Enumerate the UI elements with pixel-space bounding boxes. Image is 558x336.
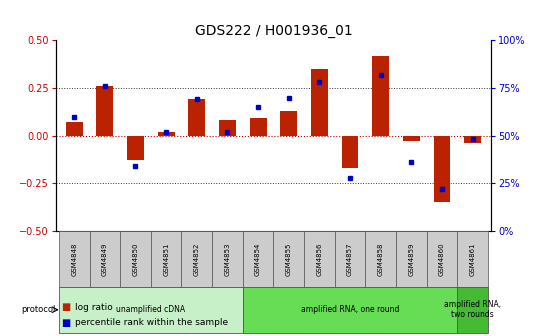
Text: GSM4855: GSM4855 xyxy=(286,242,292,276)
Bar xyxy=(335,231,365,287)
Bar xyxy=(120,231,151,287)
Text: amplified RNA, one round: amplified RNA, one round xyxy=(301,305,399,314)
Bar xyxy=(127,136,144,160)
Bar xyxy=(280,111,297,136)
Bar xyxy=(458,287,488,333)
Text: GSM4850: GSM4850 xyxy=(132,242,138,276)
Text: unamplified cDNA: unamplified cDNA xyxy=(116,305,185,314)
Text: ■: ■ xyxy=(61,302,71,312)
Bar xyxy=(249,119,267,136)
Text: GSM4856: GSM4856 xyxy=(316,242,323,276)
Bar xyxy=(212,231,243,287)
Text: GSM4859: GSM4859 xyxy=(408,242,415,276)
Text: GSM4853: GSM4853 xyxy=(224,242,230,276)
Bar xyxy=(341,136,358,168)
Bar xyxy=(243,287,458,333)
Bar xyxy=(243,231,273,287)
Text: GSM4861: GSM4861 xyxy=(470,242,475,276)
Bar xyxy=(365,231,396,287)
Bar xyxy=(66,122,83,136)
Bar xyxy=(464,136,481,143)
Bar xyxy=(273,231,304,287)
Text: GSM4857: GSM4857 xyxy=(347,242,353,276)
Text: percentile rank within the sample: percentile rank within the sample xyxy=(75,318,228,327)
Bar xyxy=(219,120,236,136)
Bar xyxy=(427,231,458,287)
Text: GSM4852: GSM4852 xyxy=(194,242,200,276)
Bar xyxy=(434,136,450,202)
Bar xyxy=(396,231,427,287)
Text: GSM4860: GSM4860 xyxy=(439,242,445,276)
Bar xyxy=(89,231,120,287)
Text: amplified RNA,
two rounds: amplified RNA, two rounds xyxy=(444,300,501,320)
Text: GSM4849: GSM4849 xyxy=(102,242,108,276)
Bar xyxy=(458,231,488,287)
Bar xyxy=(59,231,89,287)
Text: GSM4851: GSM4851 xyxy=(163,242,169,276)
Bar xyxy=(59,287,243,333)
Text: ■: ■ xyxy=(61,318,71,328)
Text: log ratio: log ratio xyxy=(75,303,113,312)
Text: protocol: protocol xyxy=(21,305,56,314)
Text: GSM4858: GSM4858 xyxy=(378,242,384,276)
Bar xyxy=(403,136,420,141)
Bar xyxy=(97,86,113,136)
Bar xyxy=(158,132,175,136)
Bar xyxy=(311,69,328,136)
Title: GDS222 / H001936_01: GDS222 / H001936_01 xyxy=(195,24,352,38)
Text: GSM4848: GSM4848 xyxy=(71,242,77,276)
Bar xyxy=(181,231,212,287)
Bar xyxy=(151,231,181,287)
Bar xyxy=(372,55,389,136)
Bar xyxy=(189,99,205,136)
Bar xyxy=(304,231,335,287)
Text: GSM4854: GSM4854 xyxy=(255,242,261,276)
